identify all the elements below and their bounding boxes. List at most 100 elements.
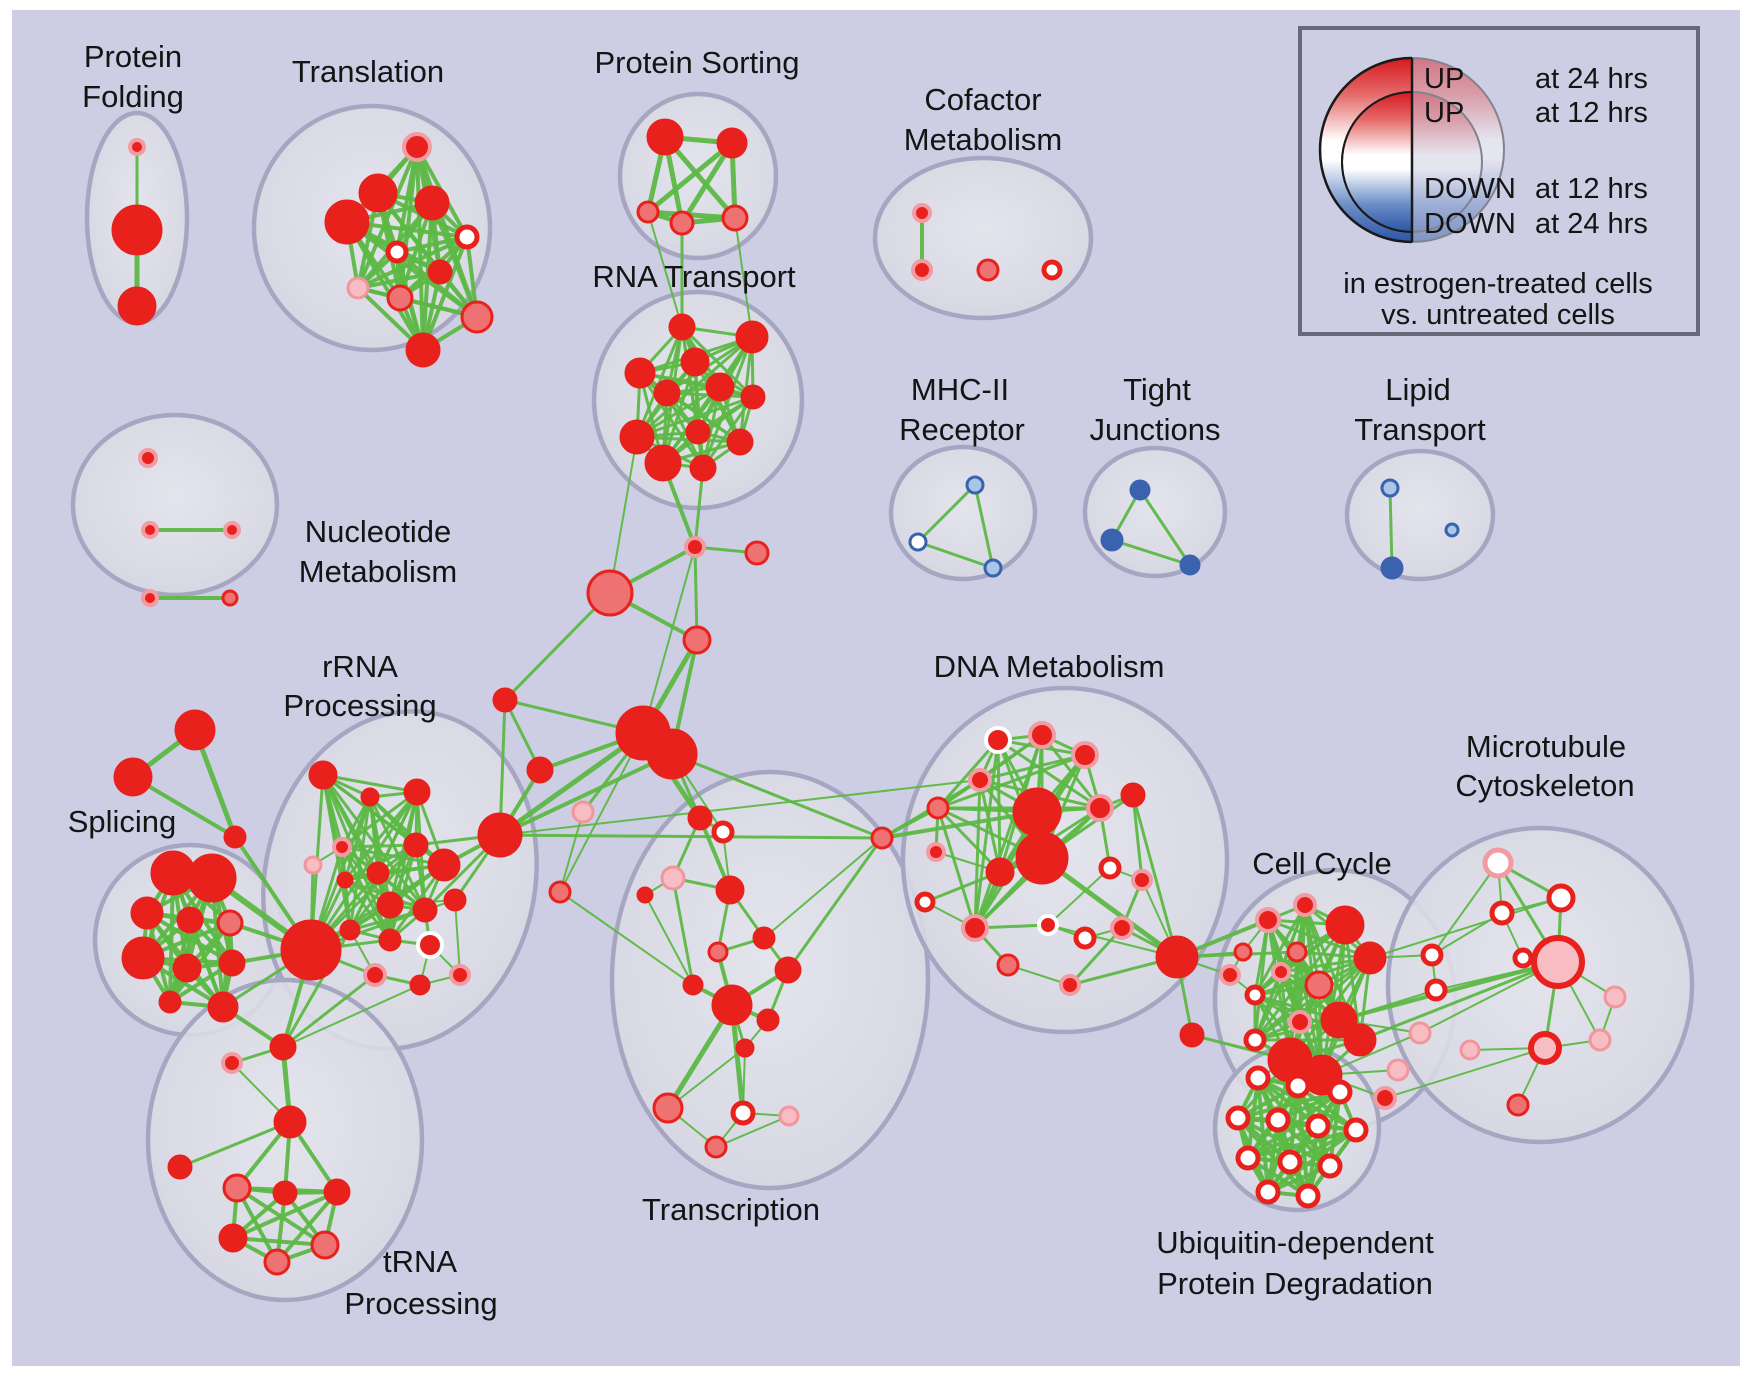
edge xyxy=(1431,912,1503,956)
edge xyxy=(609,436,638,594)
legend-right-half-fade xyxy=(1412,56,1506,244)
gene-node xyxy=(1131,869,1153,891)
edge xyxy=(715,1115,790,1148)
cluster-label-nucleotide-metabolism: Nucleotide xyxy=(305,514,451,549)
gene-node xyxy=(1243,1028,1267,1052)
edge xyxy=(231,1236,327,1247)
gene-node xyxy=(778,1105,800,1127)
gene-node xyxy=(409,974,431,996)
gene-node xyxy=(1353,941,1387,975)
cluster-label-cofactor-metabolism: Metabolism xyxy=(904,122,1063,157)
gene-node xyxy=(636,200,660,224)
edge xyxy=(454,899,461,976)
edge xyxy=(701,395,755,470)
gene-node xyxy=(721,204,749,232)
gene-node xyxy=(1219,964,1241,986)
gene-node xyxy=(414,185,450,221)
gene-node xyxy=(449,964,471,986)
gene-node xyxy=(427,259,453,285)
edge xyxy=(1337,960,1560,1022)
gene-node xyxy=(961,914,989,942)
gene-node xyxy=(111,204,163,256)
gene-node xyxy=(586,569,634,617)
gene-node xyxy=(269,1033,297,1061)
edge xyxy=(701,335,754,470)
gene-node xyxy=(1546,883,1576,913)
gene-node xyxy=(1459,1039,1481,1061)
cluster-label-tight-junctions: Tight xyxy=(1123,372,1191,407)
gene-node xyxy=(1327,1079,1353,1105)
edge xyxy=(1431,862,1499,956)
edge xyxy=(635,395,755,439)
gene-node xyxy=(117,286,157,326)
gene-node xyxy=(646,728,698,780)
gene-node xyxy=(684,536,706,558)
gene-node xyxy=(378,928,402,952)
gene-node xyxy=(1512,947,1534,969)
legend-inner-left-outline xyxy=(1341,91,1413,233)
gene-node xyxy=(735,1038,755,1058)
gene-node xyxy=(1531,935,1585,989)
edge xyxy=(665,335,754,395)
gene-node xyxy=(707,941,729,963)
gene-node xyxy=(1244,984,1266,1006)
gene-node xyxy=(653,379,681,407)
gene-node xyxy=(366,861,390,885)
legend-outer-left-outline xyxy=(1318,56,1413,244)
edge xyxy=(1246,1124,1320,1160)
edge xyxy=(880,810,1039,840)
edge xyxy=(642,546,696,734)
gene-node xyxy=(1295,1183,1321,1209)
gene-node xyxy=(141,589,159,607)
edge xyxy=(647,211,683,328)
gene-node xyxy=(416,931,444,959)
gene-node xyxy=(308,760,338,790)
gene-node xyxy=(526,756,554,784)
edge xyxy=(1384,1047,1546,1099)
edge xyxy=(635,335,754,439)
edge xyxy=(667,1047,746,1109)
gene-node xyxy=(385,240,409,264)
gene-node xyxy=(339,919,361,941)
edge xyxy=(786,836,884,972)
gene-node xyxy=(646,118,684,156)
gene-node xyxy=(1386,1058,1410,1082)
gene-node xyxy=(912,203,932,223)
edge xyxy=(497,730,646,838)
gene-node xyxy=(680,347,710,377)
gene-node xyxy=(870,826,894,850)
edge xyxy=(343,878,392,942)
gene-node xyxy=(492,687,518,713)
gene-node xyxy=(1343,1023,1377,1057)
gene-node xyxy=(223,521,241,539)
legend: UP at 24 hrs UP at 12 hrs DOWN at 12 hrs DOWN a… xyxy=(1298,26,1700,336)
gene-node xyxy=(1098,856,1122,880)
gene-node xyxy=(682,974,704,996)
gene-node xyxy=(427,848,461,882)
gene-node xyxy=(1155,935,1199,979)
legend-direction-1: UP xyxy=(1424,97,1464,129)
legend-caption-line-0: in estrogen-treated cells xyxy=(1343,268,1653,300)
cluster-label-rrna-processing: rRNA xyxy=(322,649,398,684)
edge xyxy=(978,778,1002,874)
gene-node xyxy=(983,558,1003,578)
gene-node xyxy=(167,1154,193,1180)
gene-node xyxy=(402,132,432,162)
gene-node xyxy=(336,871,354,889)
gene-node xyxy=(908,532,928,552)
edge xyxy=(763,837,883,939)
edge xyxy=(559,732,644,893)
gene-node xyxy=(1255,1179,1281,1205)
gene-node xyxy=(571,800,595,824)
gene-node xyxy=(735,320,769,354)
cluster-ellipse-cofactor-metabolism xyxy=(872,155,1094,321)
gene-node xyxy=(624,357,656,389)
gene-node xyxy=(682,625,712,655)
cluster-label-rna-transport: RNA Transport xyxy=(592,259,796,294)
cluster-label-protein-folding: Folding xyxy=(82,79,184,114)
gene-node xyxy=(222,1173,252,1203)
edge xyxy=(671,876,695,987)
gene-node xyxy=(1424,978,1448,1002)
legend-time-0: at 24 hrs xyxy=(1535,63,1648,95)
